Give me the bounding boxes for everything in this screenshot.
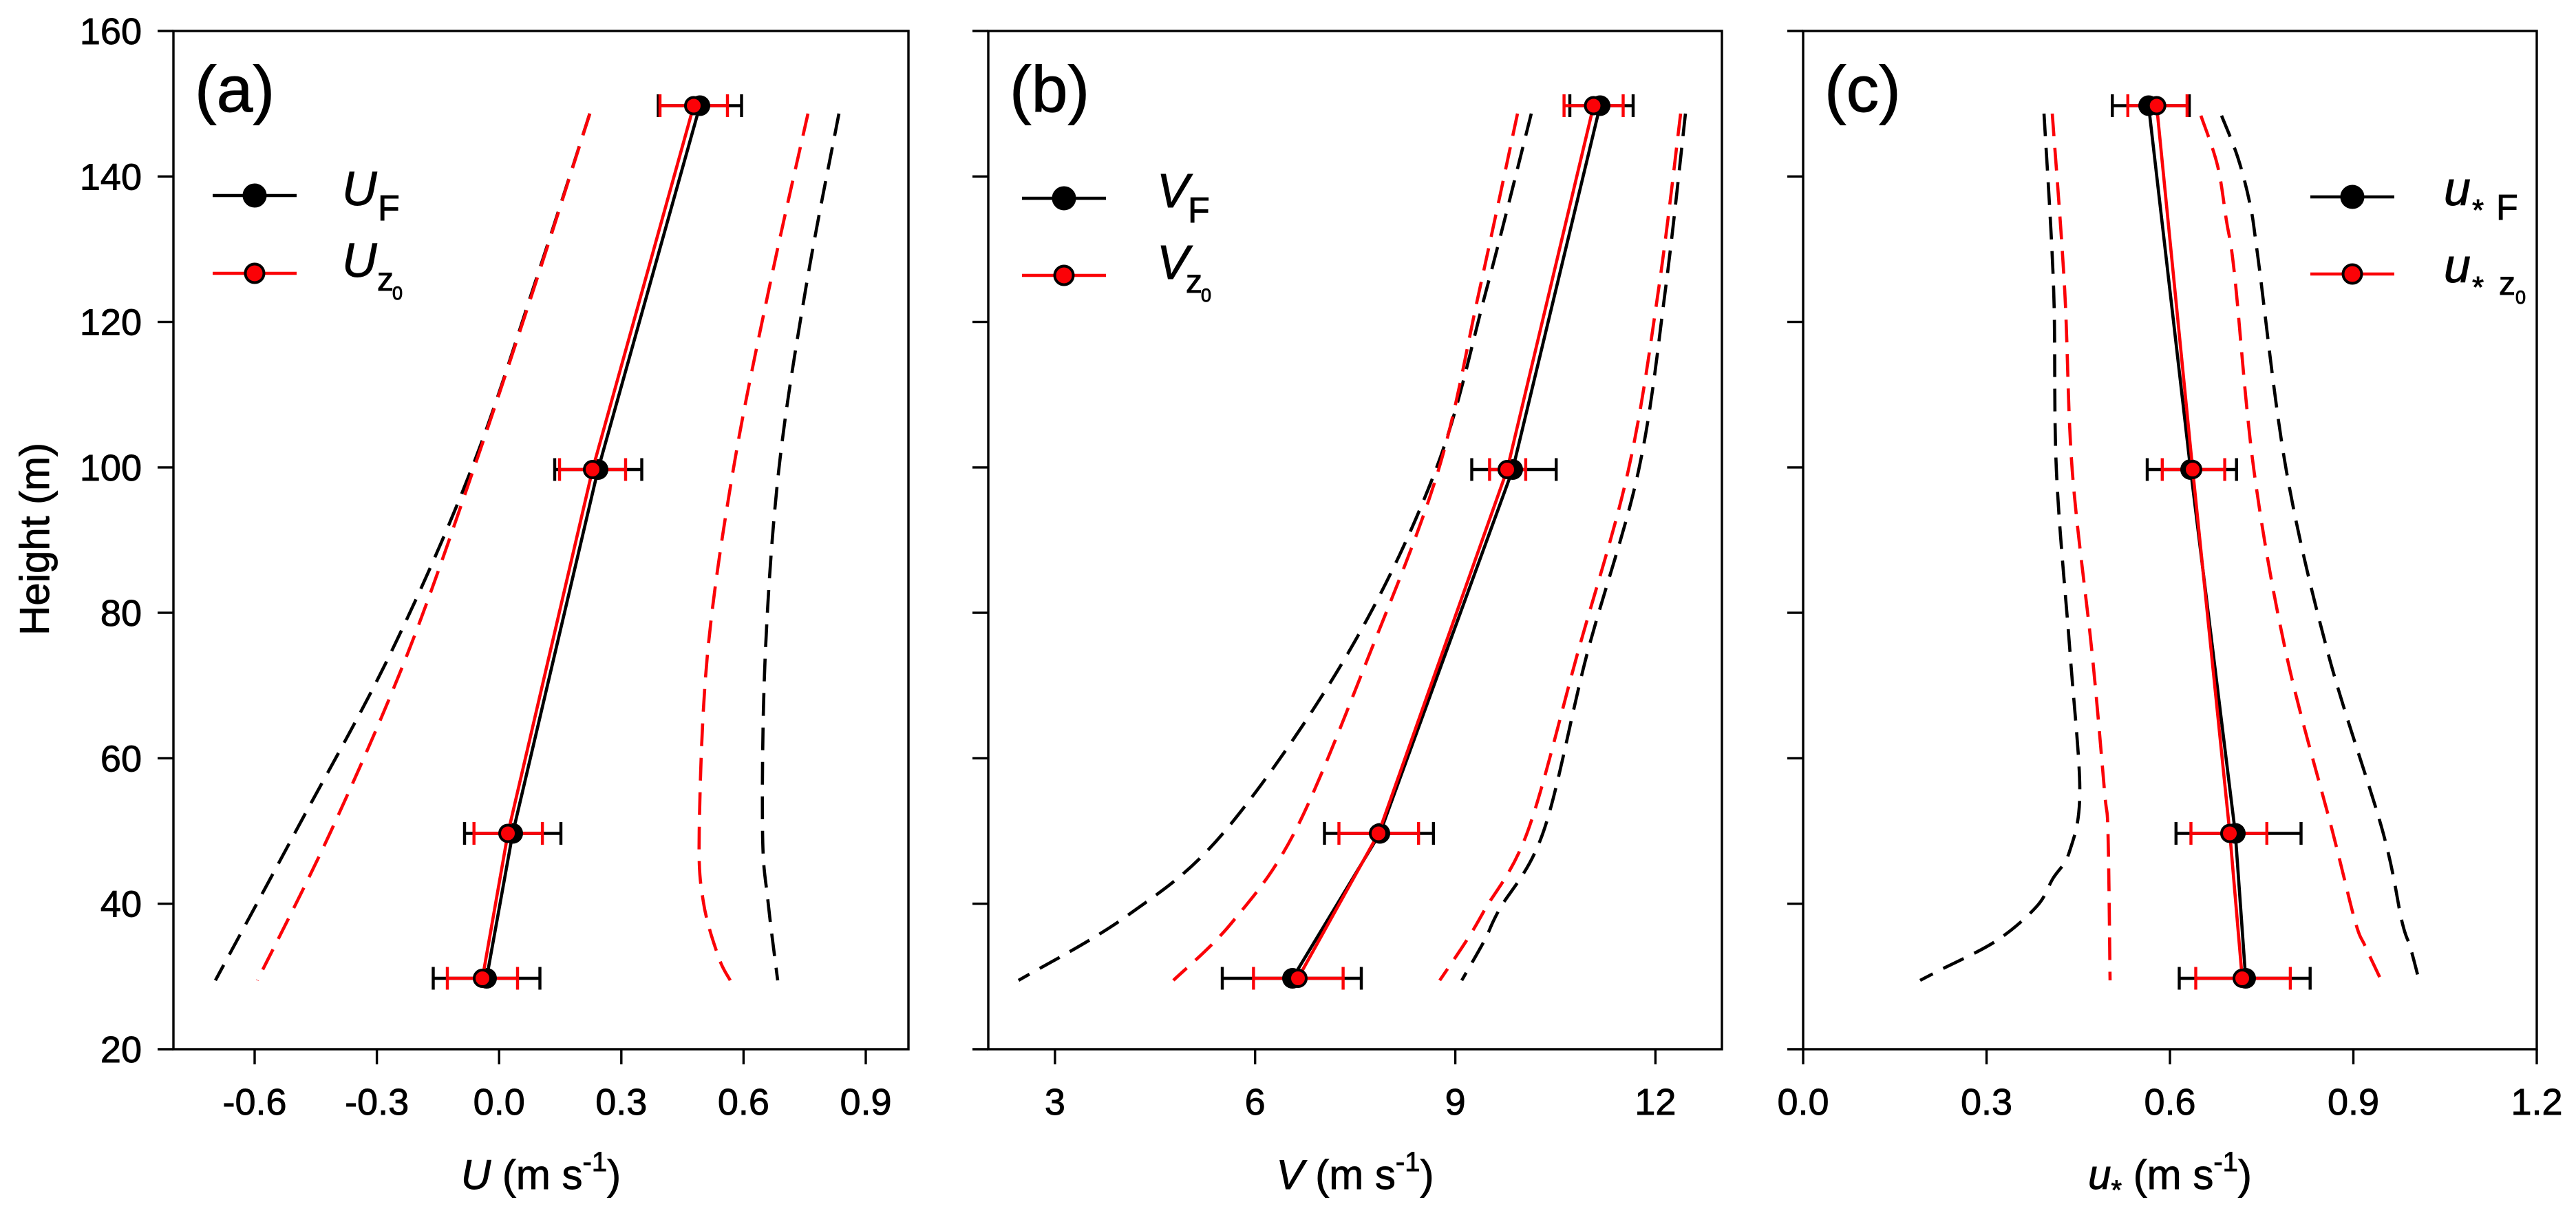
svg-text:0.6: 0.6 (718, 1082, 769, 1123)
svg-text:100: 100 (80, 447, 142, 489)
svg-text:-0.6: -0.6 (222, 1082, 286, 1123)
svg-text:3: 3 (1045, 1082, 1065, 1123)
svg-text:0.6: 0.6 (2144, 1082, 2195, 1123)
svg-text:12: 12 (1635, 1082, 1676, 1123)
svg-text:F: F (2496, 188, 2518, 228)
svg-text:z: z (2499, 266, 2515, 302)
svg-text:U: U (342, 233, 377, 287)
svg-text:0.0: 0.0 (473, 1082, 525, 1123)
svg-text:160: 160 (80, 11, 142, 52)
svg-text:F: F (1188, 191, 1210, 231)
svg-text:0.0: 0.0 (1777, 1082, 1829, 1123)
svg-text:Height (m): Height (m) (12, 443, 58, 635)
svg-text:80: 80 (100, 593, 142, 634)
svg-text:V: V (1157, 235, 1193, 289)
svg-text:u* (m s-1): u* (m s-1) (2088, 1147, 2252, 1205)
svg-text:6: 6 (1245, 1082, 1266, 1123)
svg-text:U: U (342, 162, 377, 215)
svg-text:U (m s-1): U (m s-1) (461, 1147, 621, 1198)
svg-text:0: 0 (392, 283, 403, 304)
svg-text:z: z (377, 262, 394, 298)
svg-text:0.9: 0.9 (2328, 1082, 2379, 1123)
svg-text:0.9: 0.9 (840, 1082, 891, 1123)
svg-text:40: 40 (100, 884, 142, 925)
svg-text:1.2: 1.2 (2511, 1082, 2562, 1123)
svg-text:0: 0 (2515, 287, 2526, 308)
svg-text:0: 0 (1201, 285, 1211, 306)
svg-text:u: u (2444, 239, 2471, 293)
svg-text:V: V (1157, 164, 1193, 218)
svg-text:-0.3: -0.3 (345, 1082, 409, 1123)
svg-text:*: * (2472, 193, 2484, 227)
svg-text:60: 60 (100, 738, 142, 779)
svg-text:F: F (378, 189, 400, 229)
svg-text:(a): (a) (195, 53, 275, 126)
svg-text:120: 120 (80, 302, 142, 344)
svg-text:(b): (b) (1010, 53, 1089, 126)
svg-text:(c): (c) (1824, 53, 1901, 126)
svg-text:140: 140 (80, 156, 142, 198)
svg-text:z: z (1186, 264, 1202, 300)
svg-text:0.3: 0.3 (1961, 1082, 2012, 1123)
svg-text:0.3: 0.3 (595, 1082, 647, 1123)
svg-text:*: * (2472, 271, 2484, 304)
svg-text:20: 20 (100, 1029, 142, 1071)
svg-text:9: 9 (1445, 1082, 1466, 1123)
svg-text:V (m s-1): V (m s-1) (1277, 1147, 1434, 1198)
svg-text:u: u (2444, 162, 2471, 215)
